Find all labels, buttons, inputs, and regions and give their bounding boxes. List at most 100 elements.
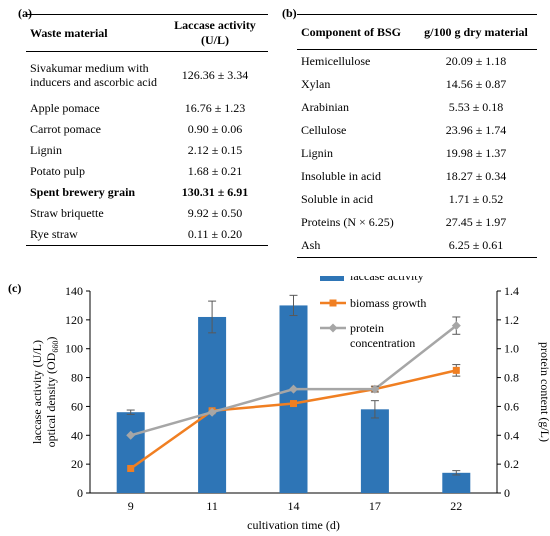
laccase-biomass-protein-chart: 0 20 40 60 80 100 120 140 0 0.2 0.4 0.6 0.8 1.0 1.2 1.4… [30, 276, 550, 532]
component-cell: Proteins (N × 6.25) [301, 215, 394, 230]
laccase-activity-cell: 0.90 ± 0.06 [187, 122, 243, 137]
component-value-cell: 6.25 ± 0.61 [415, 234, 537, 258]
col-header-laccase-activity: Laccase activity (U/L) [162, 14, 268, 52]
component-cell: Cellulose [301, 123, 347, 138]
right-tick-label: 0.2 [504, 457, 519, 471]
component-value-cell: 14.56 ± 0.87 [445, 77, 507, 92]
table-row: Lignin 2.12 ± 0.15 [26, 140, 268, 161]
waste-material-cell: Rye straw [26, 224, 162, 246]
table-row: Lignin 19.98 ± 1.37 [297, 142, 537, 165]
laccase-activity-cell: 9.92 ± 0.50 [187, 206, 243, 221]
x-tick-label: 9 [128, 499, 134, 513]
right-tick-label: 1.4 [504, 284, 519, 298]
legend-swatch-protein-marker [328, 323, 338, 333]
x-tick-label: 14 [288, 499, 300, 513]
panel-c-label: (c) [8, 281, 22, 295]
component-value-cell: 19.98 ± 1.37 [445, 146, 507, 161]
col-header-g-per-100g: g/100 g dry material [415, 14, 537, 50]
laccase-activity-cell: 0.11 ± 0.20 [162, 224, 268, 246]
biomass-growth-point [290, 400, 297, 408]
left-tick-label: 40 [71, 428, 83, 442]
table-row: Hemicellulose 20.09 ± 1.18 [297, 50, 537, 74]
left-axis-title-line2: optical density (OD660) [44, 337, 60, 448]
waste-material-cell: Potato pulp [30, 164, 86, 179]
col-header-component: Component of BSG [297, 14, 415, 50]
biomass-growth-point [452, 366, 460, 374]
right-tick-label: 1.0 [504, 342, 519, 356]
right-tick-label: 0.6 [504, 399, 519, 413]
left-tick-label: 20 [71, 457, 83, 471]
table-row: Insoluble in acid 18.27 ± 0.34 [297, 165, 537, 188]
table-row: Straw briquette 9.92 ± 0.50 [26, 203, 268, 224]
right-tick-label: 0.4 [504, 428, 519, 442]
left-axis-title-line2-main: optical density (OD [44, 352, 58, 447]
table-row: Sivakumar medium with inducers and ascor… [26, 52, 268, 99]
table-row: Ash 6.25 ± 0.61 [297, 234, 537, 258]
left-tick-label: 80 [71, 371, 83, 385]
x-tick-label: 11 [206, 499, 218, 513]
legend-label-laccase: laccase activity [350, 276, 424, 283]
waste-material-table: Waste material Laccase activity (U/L) Si… [26, 14, 268, 246]
x-axis-title: cultivation time (d) [247, 518, 340, 532]
bsg-composition-table: Component of BSG g/100 g dry material He… [297, 14, 537, 258]
laccase-bar [442, 472, 471, 493]
protein-concentration-point [370, 384, 380, 394]
waste-material-cell: Spent brewery grain [30, 185, 136, 200]
laccase-activity-cell: 130.31 ± 6.91 [181, 185, 249, 200]
laccase-bar [198, 316, 227, 493]
legend-swatch-laccase [320, 276, 344, 281]
table-row: Potato pulp 1.68 ± 0.21 [26, 161, 268, 182]
left-tick-label: 120 [65, 313, 83, 327]
table-row: Rye straw 0.11 ± 0.20 [26, 224, 268, 246]
component-cell: Insoluble in acid [301, 169, 381, 184]
legend-swatch-biomass-marker [329, 299, 337, 307]
laccase-bar [360, 409, 389, 493]
protein-concentration-point [207, 407, 217, 417]
component-cell: Arabinian [301, 100, 349, 115]
laccase-bar [116, 412, 145, 493]
component-cell: Soluble in acid [301, 192, 373, 207]
laccase-activity-cell: 126.36 ± 3.34 [181, 67, 249, 82]
table-row: Proteins (N × 6.25) 27.45 ± 1.97 [297, 211, 537, 234]
component-value-cell: 23.96 ± 1.74 [445, 123, 507, 138]
left-tick-label: 60 [71, 399, 83, 413]
table-row: Carrot pomace 0.90 ± 0.06 [26, 119, 268, 140]
component-value-cell: 18.27 ± 0.34 [445, 169, 507, 184]
component-cell: Hemicellulose [301, 54, 371, 69]
left-tick-label: 140 [65, 284, 83, 298]
right-tick-label: 0 [504, 486, 510, 500]
left-tick-label: 100 [65, 342, 83, 356]
waste-material-cell: Carrot pomace [30, 122, 101, 137]
protein-concentration-point [451, 321, 461, 331]
col-header-waste-material: Waste material [26, 14, 162, 52]
table-row: Xylan 14.56 ± 0.87 [297, 73, 537, 96]
component-cell: Lignin [301, 146, 333, 161]
component-value-cell: 27.45 ± 1.97 [445, 215, 507, 230]
component-value-cell: 5.53 ± 0.18 [448, 100, 504, 115]
component-cell: Xylan [301, 77, 331, 92]
table-row: Soluble in acid 1.71 ± 0.52 [297, 188, 537, 211]
right-tick-label: 1.2 [504, 313, 519, 327]
biomass-growth-point [127, 464, 135, 472]
component-value-cell: 1.71 ± 0.52 [448, 192, 504, 207]
laccase-activity-cell: 1.68 ± 0.21 [187, 164, 243, 179]
table-row: Apple pomace 16.76 ± 1.23 [26, 98, 268, 119]
right-axis-title: protein content (g/L) [538, 342, 550, 442]
protein-concentration-point [289, 384, 298, 394]
laccase-bar [279, 305, 308, 493]
waste-material-cell: Straw briquette [30, 206, 104, 221]
waste-material-cell: Apple pomace [30, 101, 100, 116]
waste-material-cell: Lignin [30, 143, 62, 158]
left-tick-label: 0 [77, 486, 83, 500]
waste-material-cell: Sivakumar medium with inducers and ascor… [30, 60, 157, 89]
table-row: Spent brewery grain 130.31 ± 6.91 [26, 182, 268, 203]
x-tick-label: 17 [369, 499, 381, 513]
laccase-activity-cell: 2.12 ± 0.15 [187, 143, 243, 158]
component-value-cell: 20.09 ± 1.18 [445, 54, 507, 69]
panel-b-label: (b) [282, 6, 297, 20]
table-row: Arabinian 5.53 ± 0.18 [297, 96, 537, 119]
legend-label-biomass: biomass growth [350, 296, 426, 310]
x-tick-label: 22 [450, 499, 462, 513]
right-tick-label: 0.8 [504, 371, 519, 385]
left-axis-title-subscript: 660 [51, 341, 60, 353]
